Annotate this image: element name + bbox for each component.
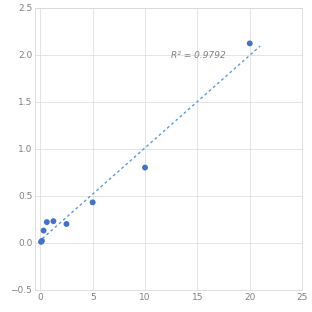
Point — [51, 219, 56, 224]
Point — [44, 220, 49, 225]
Point — [39, 238, 44, 243]
Point — [247, 41, 252, 46]
Point — [143, 165, 148, 170]
Point — [39, 239, 44, 244]
Text: R² = 0.9792: R² = 0.9792 — [171, 51, 226, 60]
Point — [90, 200, 95, 205]
Point — [41, 228, 46, 233]
Point — [64, 222, 69, 227]
